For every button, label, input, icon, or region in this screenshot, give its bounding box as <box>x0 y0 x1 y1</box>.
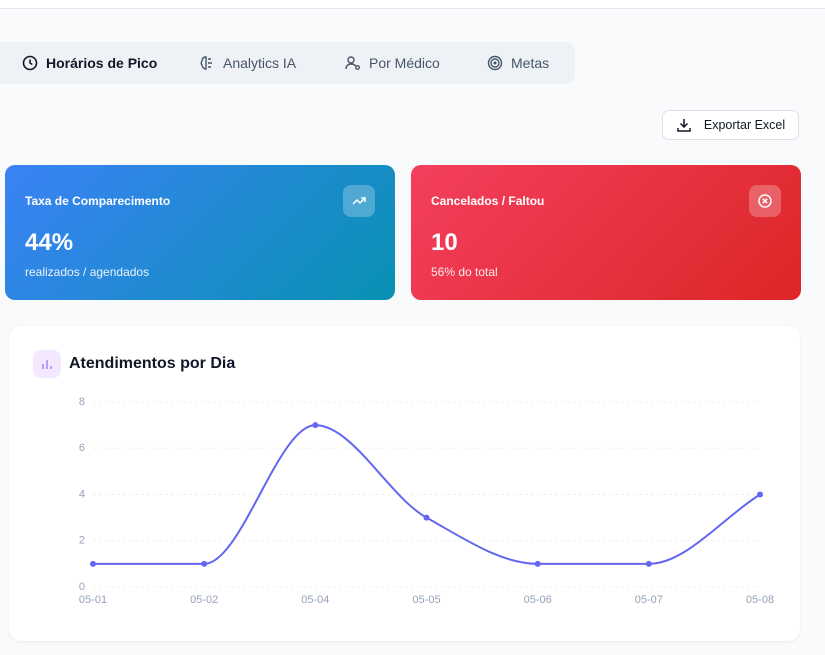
tab[interactable]: Metas <box>487 55 549 71</box>
export-button[interactable]: Exportar Excel <box>662 110 799 140</box>
tab-label: Analytics IA <box>223 55 297 71</box>
chart-card <box>9 326 800 641</box>
point <box>90 560 96 567</box>
top-bar <box>0 0 825 9</box>
button-label: Exportar Excel <box>703 118 786 132</box>
point <box>757 491 763 498</box>
y-tick-label: 6 <box>79 442 85 454</box>
x-tick-label: 05-01 <box>79 594 107 606</box>
x-tick-label: 05-04 <box>301 594 329 606</box>
stat-card: Taxa de Comparecimento 44% realizados / … <box>5 165 395 300</box>
card-subtitle: realizados / agendados <box>25 265 150 279</box>
card-icon <box>749 185 781 217</box>
tab-label: Metas <box>511 55 550 71</box>
point <box>423 514 430 521</box>
stat-card: Cancelados / Faltou 10 56% do total <box>411 165 801 300</box>
point <box>534 560 541 567</box>
x-tick-label: 05-06 <box>524 594 552 606</box>
card-subtitle: 56% do total <box>431 265 498 279</box>
card-title: Cancelados / Faltou <box>431 194 545 208</box>
point <box>645 560 652 567</box>
x-tick-label: 05-07 <box>635 594 663 606</box>
y-tick-label: 8 <box>79 396 85 408</box>
x-tick-label: 05-08 <box>746 594 774 606</box>
point <box>312 422 319 429</box>
y-tick-label: 4 <box>79 488 85 500</box>
tab-label: Por Médico <box>369 55 440 71</box>
tab-label: Horários de Pico <box>46 55 158 71</box>
point <box>201 560 208 567</box>
x-tick-label: 05-02 <box>190 594 218 606</box>
tab[interactable]: Analytics IA <box>199 55 296 71</box>
card-title: Taxa de Comparecimento <box>25 194 171 208</box>
card-icon <box>343 185 375 217</box>
y-tick-label: 2 <box>79 535 85 547</box>
y-tick-label: 0 <box>79 581 85 593</box>
card-value: 10 <box>431 229 458 256</box>
card-value: 44% <box>25 229 74 256</box>
x-tick-label: 05-05 <box>412 594 440 606</box>
tab[interactable]: Por Médico <box>345 55 440 71</box>
chart-title: Atendimentos por Dia <box>69 355 235 372</box>
tab-bar <box>0 42 575 84</box>
tab[interactable]: Horários de Pico <box>22 55 157 71</box>
chart-icon <box>42 360 52 369</box>
